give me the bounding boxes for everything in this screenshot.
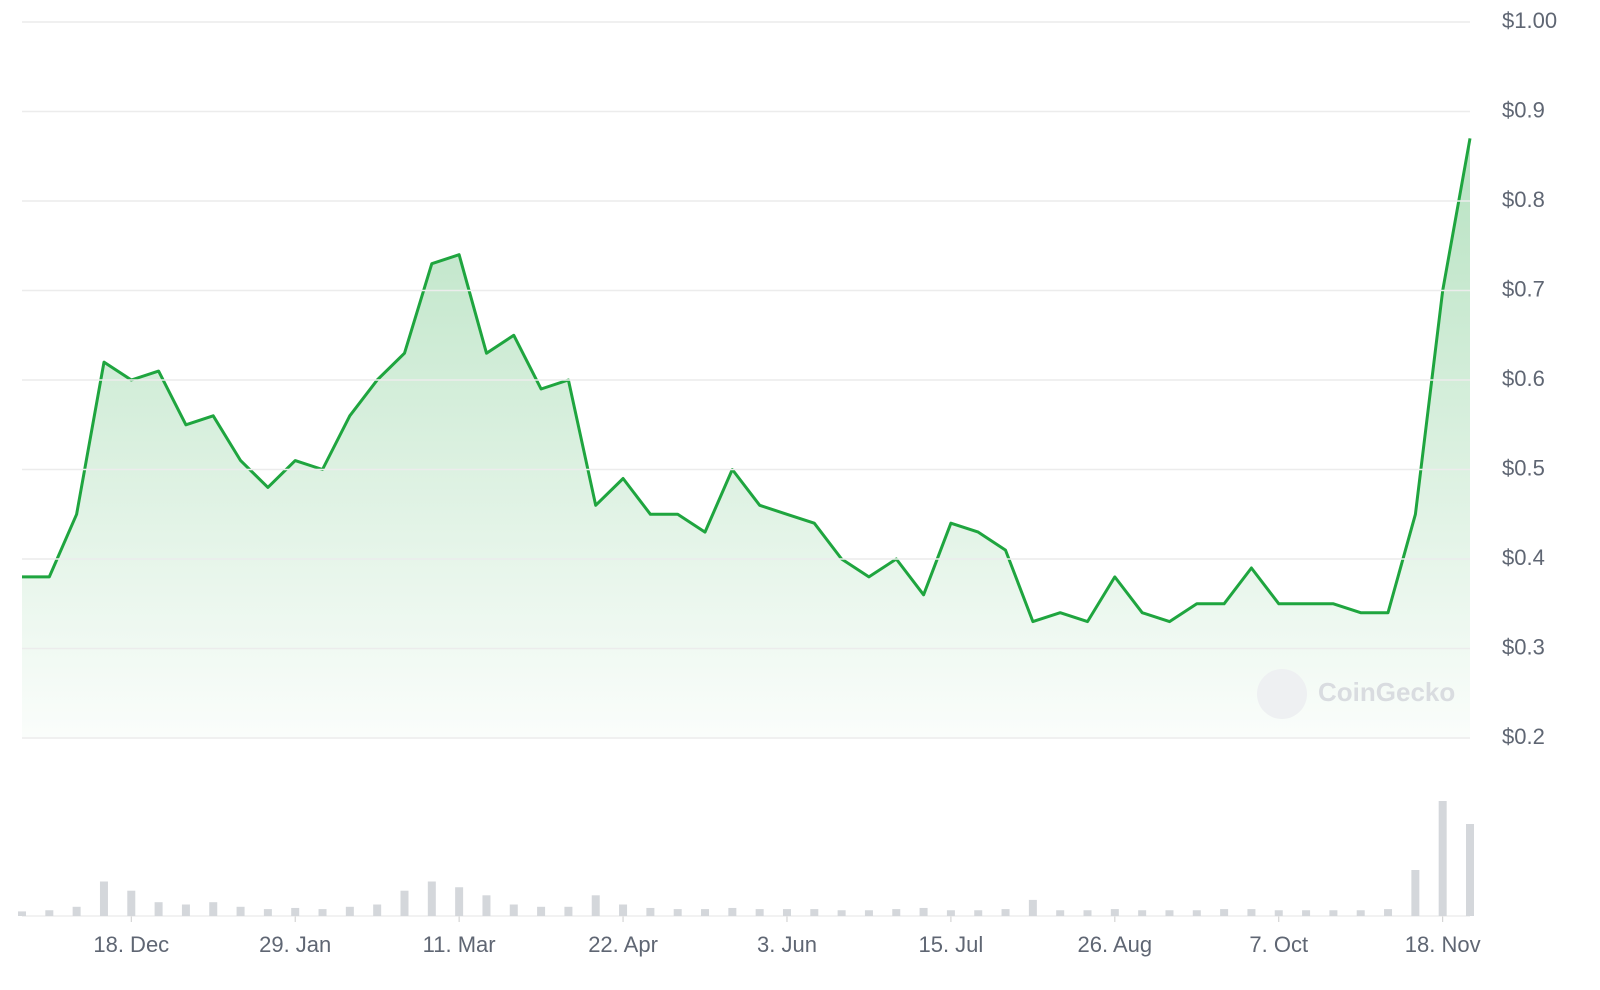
- y-tick-label: $0.6: [1502, 366, 1545, 391]
- watermark-logo: [1257, 669, 1307, 719]
- volume-bar: [919, 907, 928, 916]
- volume-bar: [1001, 909, 1010, 916]
- volume-bar: [646, 907, 655, 916]
- volume-bar: [701, 909, 710, 916]
- y-tick-label: $0.8: [1502, 187, 1545, 212]
- y-tick-label: $0.2: [1502, 724, 1545, 749]
- volume-bar: [45, 910, 54, 916]
- x-tick-label: 26. Aug: [1078, 932, 1153, 957]
- volume-bar: [755, 909, 764, 916]
- volume-bar: [892, 909, 901, 916]
- volume-bar: [537, 906, 546, 916]
- volume-bar: [1083, 910, 1092, 916]
- x-tick-label: 7. Oct: [1249, 932, 1308, 957]
- y-tick-label: $0.5: [1502, 455, 1545, 480]
- volume-bar: [1165, 910, 1174, 916]
- volume-bar: [1466, 824, 1474, 916]
- volume-bar: [427, 881, 436, 916]
- volume-bar: [1384, 909, 1393, 916]
- volume-bar: [1302, 910, 1311, 916]
- volume-bar: [974, 910, 983, 916]
- y-tick-label: $0.9: [1502, 97, 1545, 122]
- volume-bar: [509, 904, 518, 916]
- volume-bar: [318, 909, 327, 916]
- volume-bar: [373, 904, 382, 916]
- volume-bar: [400, 890, 409, 916]
- volume-bar: [345, 906, 354, 916]
- volume-bar: [864, 910, 873, 916]
- x-tick-label: 3. Jun: [757, 932, 817, 957]
- volume-bar: [127, 890, 136, 916]
- x-tick-label: 22. Apr: [588, 932, 658, 957]
- volume-bar: [1056, 910, 1065, 916]
- volume-bar: [1411, 870, 1420, 916]
- volume-bar: [1274, 910, 1283, 916]
- volume-bar: [591, 895, 600, 916]
- volume-bar: [1138, 910, 1147, 916]
- watermark: CoinGecko: [1318, 677, 1455, 707]
- volume-bar: [1329, 910, 1338, 916]
- volume-bar: [99, 881, 108, 916]
- price-area: [22, 138, 1470, 738]
- volume-bar: [728, 907, 737, 916]
- x-tick-label: 18. Nov: [1405, 932, 1481, 957]
- y-tick-label: $0.7: [1502, 276, 1545, 301]
- x-tick-label: 29. Jan: [259, 932, 331, 957]
- volume-bar: [263, 909, 272, 916]
- volume-bar: [291, 907, 300, 916]
- volume-bar: [782, 909, 791, 916]
- volume-bar: [236, 906, 245, 916]
- volume-bar: [181, 904, 190, 916]
- y-tick-label: $1.00: [1502, 8, 1557, 33]
- x-tick-label: 15. Jul: [918, 932, 983, 957]
- volume-bar: [810, 909, 819, 916]
- x-tick-label: 11. Mar: [423, 932, 496, 957]
- volume-bar: [837, 910, 846, 916]
- volume-bar: [1247, 909, 1256, 916]
- volume-bar: [1192, 910, 1201, 916]
- volume-bar: [154, 902, 163, 916]
- y-tick-label: $0.3: [1502, 634, 1545, 659]
- volume-bar: [1028, 899, 1037, 916]
- volume-bar: [72, 906, 81, 916]
- volume-bar: [1110, 909, 1119, 916]
- volume-bar: [482, 895, 491, 916]
- y-tick-label: $0.4: [1502, 545, 1545, 570]
- volume-bar: [1356, 910, 1365, 916]
- volume-bar: [673, 909, 682, 916]
- x-tick-label: 18. Dec: [93, 932, 169, 957]
- volume-bar: [946, 910, 955, 916]
- volume-bar: [209, 902, 218, 916]
- volume-bar: [564, 906, 573, 916]
- volume-bar: [1438, 801, 1447, 916]
- volume-bar: [455, 887, 464, 916]
- volume-bar: [619, 904, 628, 916]
- volume-bar: [1220, 909, 1229, 916]
- volume-bar: [18, 911, 26, 916]
